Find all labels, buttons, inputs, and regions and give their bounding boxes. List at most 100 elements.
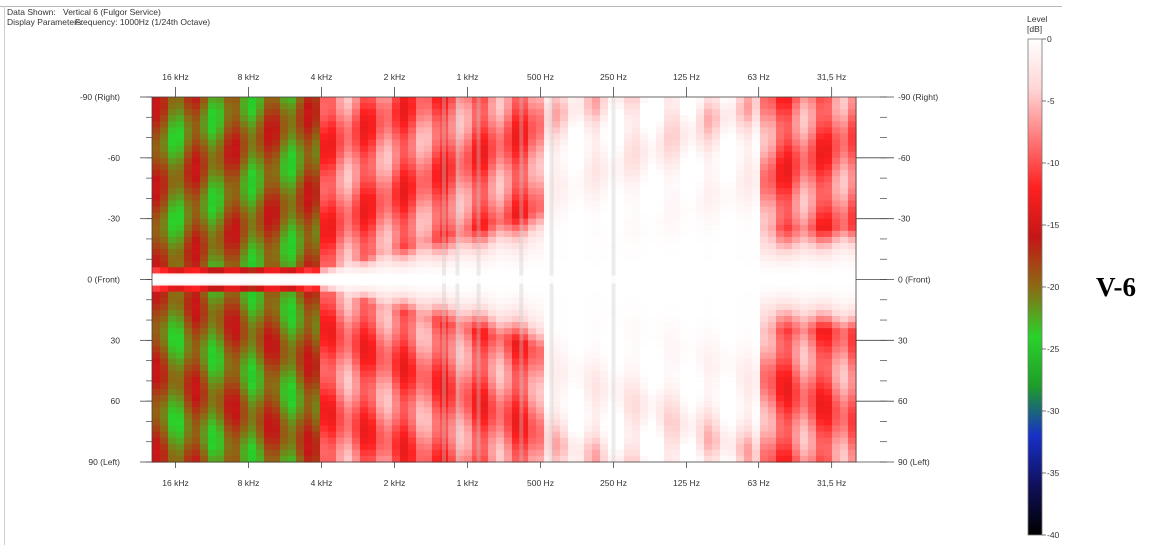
heatmap-cell bbox=[672, 170, 681, 177]
heatmap-cell bbox=[352, 255, 361, 262]
heatmap-cell bbox=[336, 419, 345, 427]
heatmap-cell bbox=[480, 255, 489, 262]
heatmap-cell bbox=[656, 230, 665, 238]
heatmap-cell bbox=[400, 194, 409, 202]
heatmap-cell bbox=[568, 206, 577, 214]
heatmap-cell bbox=[296, 255, 305, 262]
heatmap-cell bbox=[168, 303, 177, 311]
heatmap-cell bbox=[408, 407, 417, 414]
heatmap-cell bbox=[768, 455, 777, 463]
heatmap-cell bbox=[632, 303, 641, 311]
heatmap-cell bbox=[384, 401, 393, 408]
heatmap-cell bbox=[392, 401, 401, 408]
heatmap-cell bbox=[232, 261, 241, 268]
heatmap-cell bbox=[784, 255, 793, 262]
heatmap-cell bbox=[576, 291, 585, 299]
heatmap-cell bbox=[680, 358, 689, 366]
heatmap-cell bbox=[784, 449, 793, 457]
heatmap-cell bbox=[344, 364, 353, 372]
heatmap-cell bbox=[504, 97, 513, 104]
heatmap-cell bbox=[304, 236, 313, 244]
heatmap-cell bbox=[168, 431, 177, 439]
heatmap-cell bbox=[520, 139, 529, 147]
heatmap-cell bbox=[400, 121, 409, 129]
heatmap-cell bbox=[160, 188, 169, 195]
heatmap-cell bbox=[488, 352, 497, 360]
heatmap-cell bbox=[656, 267, 665, 275]
heatmap-cell bbox=[648, 370, 657, 378]
heatmap-cell bbox=[152, 316, 161, 323]
heatmap-cell bbox=[416, 425, 425, 433]
heatmap-cell bbox=[256, 188, 265, 195]
heatmap-cell bbox=[632, 133, 641, 141]
heatmap-cell bbox=[720, 413, 729, 421]
heatmap-cell bbox=[792, 243, 801, 250]
heatmap-cell bbox=[520, 303, 529, 311]
heatmap-cell bbox=[672, 303, 681, 311]
heatmap-cell bbox=[632, 97, 641, 104]
heatmap-cell bbox=[424, 255, 433, 262]
heatmap-cell bbox=[520, 121, 529, 129]
heatmap-cell bbox=[216, 188, 225, 195]
heatmap-cell bbox=[392, 376, 401, 384]
heatmap-cell bbox=[152, 206, 161, 214]
heatmap-cell bbox=[456, 236, 465, 244]
heatmap-cell bbox=[200, 236, 209, 244]
heatmap-cell bbox=[208, 291, 217, 299]
heatmap-cell bbox=[768, 127, 777, 135]
heatmap-cell bbox=[312, 163, 321, 171]
heatmap-cell bbox=[512, 115, 521, 122]
heatmap-cell bbox=[528, 103, 537, 110]
heatmap-cell bbox=[384, 340, 393, 348]
heatmap-cell bbox=[240, 322, 249, 329]
heatmap-cell bbox=[400, 236, 409, 244]
heatmap-cell bbox=[536, 382, 545, 390]
heatmap-cell bbox=[576, 206, 585, 214]
heatmap-cell bbox=[568, 170, 577, 177]
heatmap-cell bbox=[248, 182, 257, 189]
heatmap-cell bbox=[184, 151, 193, 159]
heatmap-cell bbox=[440, 230, 449, 238]
heatmap-cell bbox=[200, 291, 209, 299]
heatmap-cell bbox=[192, 407, 201, 414]
heatmap-cell bbox=[768, 151, 777, 159]
heatmap-cell bbox=[520, 334, 529, 341]
heatmap-cell bbox=[272, 364, 281, 372]
heatmap-cell bbox=[536, 255, 545, 262]
heatmap-cell bbox=[448, 133, 457, 141]
heatmap-cell bbox=[600, 431, 609, 439]
heatmap-cell bbox=[760, 194, 769, 202]
heatmap-cell bbox=[440, 449, 449, 457]
heatmap-cell bbox=[632, 297, 641, 305]
heatmap-cell bbox=[256, 407, 265, 414]
heatmap-cell bbox=[392, 291, 401, 299]
heatmap-cell bbox=[424, 364, 433, 372]
heatmap-cell bbox=[592, 139, 601, 147]
heatmap-cell bbox=[296, 224, 305, 232]
heatmap-cell bbox=[792, 443, 801, 451]
heatmap-cell bbox=[536, 352, 545, 360]
heatmap-cell bbox=[776, 127, 785, 135]
heatmap-cell bbox=[256, 115, 265, 122]
heatmap-cell bbox=[704, 316, 713, 323]
heatmap-cell bbox=[296, 121, 305, 129]
heatmap-cell bbox=[376, 455, 385, 463]
heatmap-cell bbox=[336, 425, 345, 433]
heatmap-cell bbox=[368, 163, 377, 171]
heatmap-cell bbox=[336, 437, 345, 445]
heatmap-cell bbox=[536, 109, 545, 116]
heatmap-cell bbox=[544, 127, 553, 135]
heatmap-cell bbox=[184, 249, 193, 256]
heatmap-cell bbox=[592, 285, 601, 293]
heatmap-cell bbox=[448, 425, 457, 433]
heatmap-cell bbox=[280, 218, 289, 226]
heatmap-cell bbox=[712, 127, 721, 135]
heatmap-cell bbox=[736, 170, 745, 177]
heatmap-cell bbox=[400, 230, 409, 238]
heatmap-cell bbox=[784, 151, 793, 159]
heatmap-cell bbox=[520, 431, 529, 439]
heatmap-cell bbox=[376, 328, 385, 335]
heatmap-cell bbox=[808, 255, 817, 262]
heatmap-cell bbox=[672, 127, 681, 135]
heatmap-cell bbox=[704, 157, 713, 165]
